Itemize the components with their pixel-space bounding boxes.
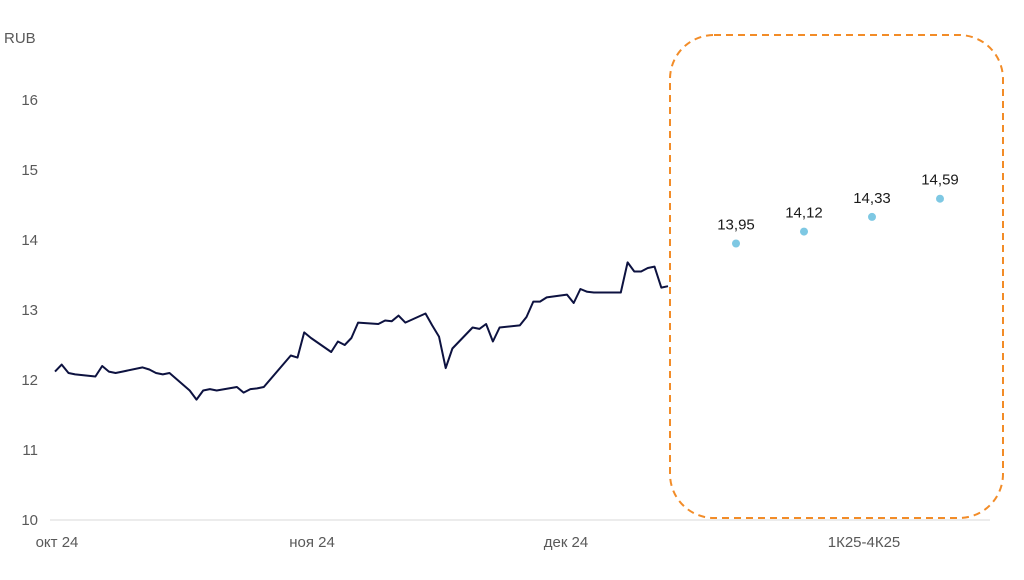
forecast-data-label: 14,33 <box>853 190 891 207</box>
forecast-highlight-box <box>669 34 1004 519</box>
forecast-point <box>800 227 808 236</box>
y-tick-label: 14 <box>21 232 38 249</box>
x-tick-labels: окт 24 ноя 24 дек 24 1К25-4К25 <box>36 534 901 551</box>
forecast-data-label: 14,59 <box>921 172 959 189</box>
y-tick-label: 13 <box>21 302 38 319</box>
forecast-points: 13,95 14,12 14,33 14,59 <box>717 172 959 248</box>
series-lines <box>54 261 669 401</box>
y-tick-label: 11 <box>22 442 38 459</box>
y-tick-label: 12 <box>21 372 38 389</box>
y-tick-labels: 10 11 12 13 14 15 16 <box>21 92 38 529</box>
forecast-point <box>936 194 944 203</box>
y-tick-label: 15 <box>21 162 38 179</box>
forecast-point <box>868 212 876 221</box>
x-tick-label: 1К25-4К25 <box>828 534 901 551</box>
forecast-point <box>732 239 740 248</box>
exchange-rate-line <box>54 261 669 401</box>
forecast-data-label: 14,12 <box>785 205 823 222</box>
forecast-data-label: 13,95 <box>717 217 755 234</box>
y-tick-label: 10 <box>21 512 38 529</box>
y-axis-unit-label: RUB <box>4 30 36 47</box>
x-tick-label: окт 24 <box>36 534 79 551</box>
x-tick-label: дек 24 <box>544 534 589 551</box>
y-tick-label: 16 <box>21 92 38 109</box>
x-tick-label: ноя 24 <box>289 534 335 551</box>
